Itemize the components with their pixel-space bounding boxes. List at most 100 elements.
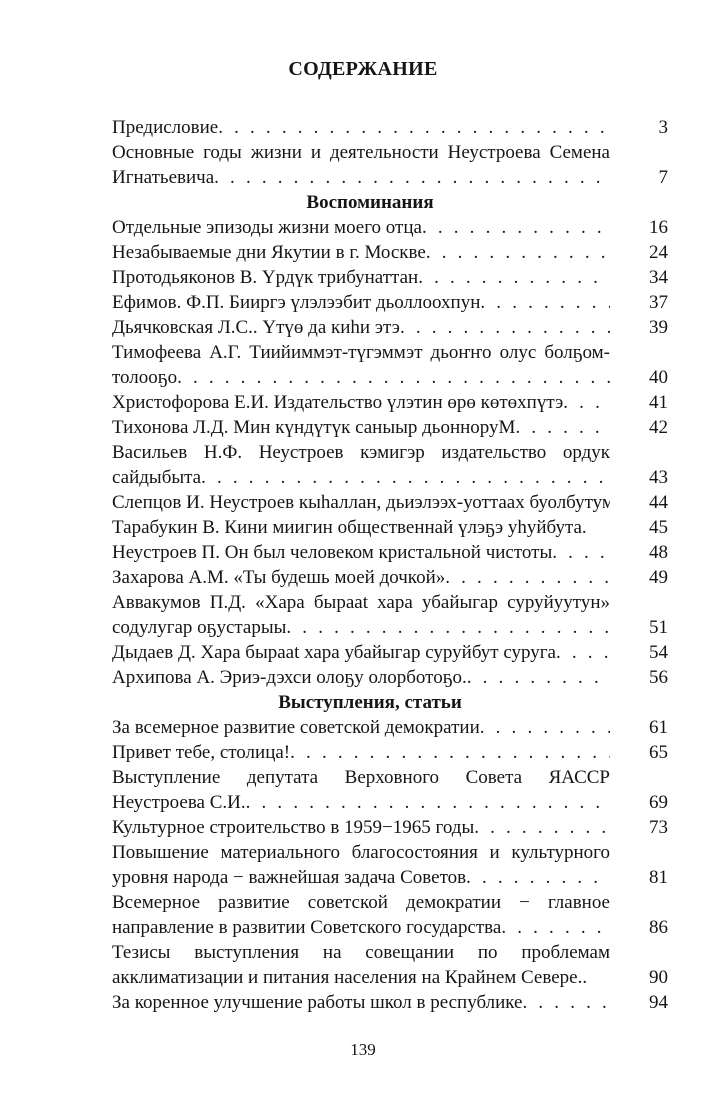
- toc-entry-line: Неустроев П. Он был человеком кристально…: [112, 540, 668, 565]
- entry-page-number: 42: [649, 417, 668, 438]
- toc-entry-line: Дьячковская Л.С.. Үтүө да киһи этэ 39: [112, 315, 668, 340]
- toc-entry-line: направление в развитии Советского госуда…: [112, 915, 668, 940]
- entry-text: Неустроева С.И.: [112, 792, 246, 813]
- entry-text-with-leader: За коренное улучшение работы школ в респ…: [112, 990, 610, 1015]
- entry-text-with-leader: Неустроева С.И.: [112, 790, 610, 815]
- dot-leader: [480, 715, 610, 740]
- dot-leader: [286, 615, 610, 640]
- entry-page-number: 37: [649, 292, 668, 313]
- dot-leader: [523, 990, 611, 1015]
- entry-text: Слепцов И. Неустроев кыһаллан, дьиэлээх-…: [112, 492, 610, 513]
- toc-entry-line: Выступление депутата Верховного Совета Я…: [112, 765, 668, 790]
- entry-page-number: 44: [649, 492, 668, 513]
- entry-text: Тимофеева А.Г. Тиийиммэт-түгэммэт дьоҥҥо…: [112, 342, 610, 363]
- entry-page-number: 41: [649, 392, 668, 413]
- entry-text-with-leader: Игнатьевича: [112, 165, 610, 190]
- entry-text: Игнатьевича: [112, 167, 215, 188]
- entry-text-with-leader: Протодьяконов В. Үрдүк трибунаттан: [112, 265, 610, 290]
- entry-page-number: 48: [649, 542, 668, 563]
- entry-page-number: 51: [649, 617, 668, 638]
- entry-text: Архипова А. Эриэ-дэхси олоҕу олорботоҕо.: [112, 667, 467, 688]
- entry-text-with-leader: содулугар оҕустарыы: [112, 615, 610, 640]
- entry-text: Основные годы жизни и деятельности Неуст…: [112, 142, 610, 163]
- toc-entry-line: Христофорова Е.И. Издательство үлэтин өр…: [112, 390, 668, 415]
- entry-text: Захарова А.М. «Ты будешь моей дочкой»: [112, 567, 446, 588]
- entry-text-with-leader: Захарова А.М. «Ты будешь моей дочкой»: [112, 565, 610, 590]
- entry-text-with-leader: Дьячковская Л.С.. Үтүө да киһи этэ: [112, 315, 610, 340]
- toc-entry-line: акклиматизации и питания населения на Кр…: [112, 965, 668, 990]
- toc-entry-line: Игнатьевича 7: [112, 165, 668, 190]
- entry-text-with-leader: Христофорова Е.И. Издательство үлэтин өр…: [112, 390, 610, 415]
- entry-text: Дьячковская Л.С.. Үтүө да киһи этэ: [112, 317, 400, 338]
- toc-entry-line: Васильев Н.Ф. Неустроев кэмигэр издатель…: [112, 440, 668, 465]
- entry-page-number: 73: [649, 817, 668, 838]
- entry-text-with-leader: Неустроев П. Он был человеком кристально…: [112, 540, 610, 565]
- entry-text-with-leader: сайдыбыта: [112, 465, 610, 490]
- entry-page-number: 54: [649, 642, 668, 663]
- entry-text-with-leader: Отдельные эпизоды жизни моего отца: [112, 215, 610, 240]
- entry-text: Предисловие: [112, 117, 219, 138]
- toc-entry-line: Тихонова Л.Д. Мин күндүтүк саныыр дьонно…: [112, 415, 668, 440]
- toc-entry-line: За всемерное развитие советской демократ…: [112, 715, 668, 740]
- entry-text: Тихонова Л.Д. Мин күндүтүк саныыр дьонно…: [112, 417, 516, 438]
- toc-entry-line: Отдельные эпизоды жизни моего отца 16: [112, 215, 668, 240]
- toc-entry-line: Повышение материального благосостояния и…: [112, 840, 668, 865]
- entry-text-with-leader: Незабываемые дни Якутии в г. Москве: [112, 240, 610, 265]
- entry-text-with-leader: За всемерное развитие советской демократ…: [112, 715, 610, 740]
- dot-leader: [552, 540, 610, 565]
- entry-text: За коренное улучшение работы школ в респ…: [112, 992, 523, 1013]
- entry-text: Васильев Н.Ф. Неустроев кэмигэр издатель…: [112, 442, 610, 463]
- dot-leader: [218, 115, 610, 140]
- dot-leader: [515, 415, 610, 440]
- entry-text: Выступление депутата Верховного Совета Я…: [112, 767, 610, 788]
- dot-leader: [467, 665, 610, 690]
- toc-entry-line: Тарабукин В. Кини миигин общественнай үл…: [112, 515, 668, 540]
- entry-text: акклиматизации и питания населения на Кр…: [112, 967, 588, 988]
- entry-page-number: 24: [649, 242, 668, 263]
- toc-entry-line: Всемерное развитие советской демократии …: [112, 890, 668, 915]
- dot-leader: [418, 265, 610, 290]
- toc-entry-line: Незабываемые дни Якутии в г. Москве 24: [112, 240, 668, 265]
- entry-text: Неустроев П. Он был человеком кристально…: [112, 542, 553, 563]
- entry-text: Протодьяконов В. Үрдүк трибунаттан: [112, 267, 419, 288]
- entry-page-number: 94: [649, 992, 668, 1013]
- toc-entry-line: Архипова А. Эриэ-дэхси олоҕу олорботоҕо.…: [112, 665, 668, 690]
- entry-page-number: 69: [649, 792, 668, 813]
- dot-leader: [201, 465, 610, 490]
- entry-text-with-leader: направление в развитии Советского госуда…: [112, 915, 610, 940]
- toc-entry-line: уровня народа − важнейшая задача Советов…: [112, 865, 668, 890]
- entry-text: Повышение материального благосостояния и…: [112, 842, 610, 863]
- toc-entry-line: Тимофеева А.Г. Тиийиммэт-түгэммэт дьоҥҥо…: [112, 340, 668, 365]
- entry-text: За всемерное развитие советской демократ…: [112, 717, 480, 738]
- dot-leader: [400, 315, 610, 340]
- toc-entry-line: Протодьяконов В. Үрдүк трибунаттан 34: [112, 265, 668, 290]
- entry-page-number: 40: [649, 367, 668, 388]
- dot-leader: [426, 240, 610, 265]
- entry-text-with-leader: уровня народа − важнейшая задача Советов: [112, 865, 610, 890]
- toc-entry-line: Ефимов. Ф.П. Бииргэ үлэлээбит дьоллоохпу…: [112, 290, 668, 315]
- entry-page-number: 61: [649, 717, 668, 738]
- entry-text: Аввакумов П.Д. «Хара бырааt хара убайыга…: [112, 592, 610, 613]
- toc-entry-line: Предисловие 3: [112, 115, 668, 140]
- toc-entry-line: Неустроева С.И. 69: [112, 790, 668, 815]
- entry-text: Всемерное развитие советской демократии …: [112, 892, 610, 913]
- dot-leader: [445, 565, 610, 590]
- dot-leader: [214, 165, 610, 190]
- section-heading: Выступления, статьи: [278, 692, 462, 713]
- dot-leader: [480, 290, 610, 315]
- entry-text: Тарабукин В. Кини миигин общественнай үл…: [112, 517, 587, 538]
- entry-page-number: 34: [649, 267, 668, 288]
- entry-text: Тезисы выступления на совещании по пробл…: [112, 942, 610, 963]
- dot-leader: [177, 365, 610, 390]
- page-number: 139: [350, 1040, 376, 1059]
- dot-leader: [422, 215, 610, 240]
- toc-entry-line: Аввакумов П.Д. «Хара бырааt хара убайыга…: [112, 590, 668, 615]
- entry-text: толооҕо: [112, 367, 178, 388]
- dot-leader: [290, 740, 610, 765]
- entry-text: содулугар оҕустарыы: [112, 617, 287, 638]
- entry-page-number: 3: [658, 117, 669, 138]
- entry-page-number: 16: [649, 217, 668, 238]
- toc-entry-line: Дыдаев Д. Хара бырааt хара убайыгар суру…: [112, 640, 668, 665]
- entry-page-number: 65: [649, 742, 668, 763]
- entry-text-with-leader: толооҕо: [112, 365, 610, 390]
